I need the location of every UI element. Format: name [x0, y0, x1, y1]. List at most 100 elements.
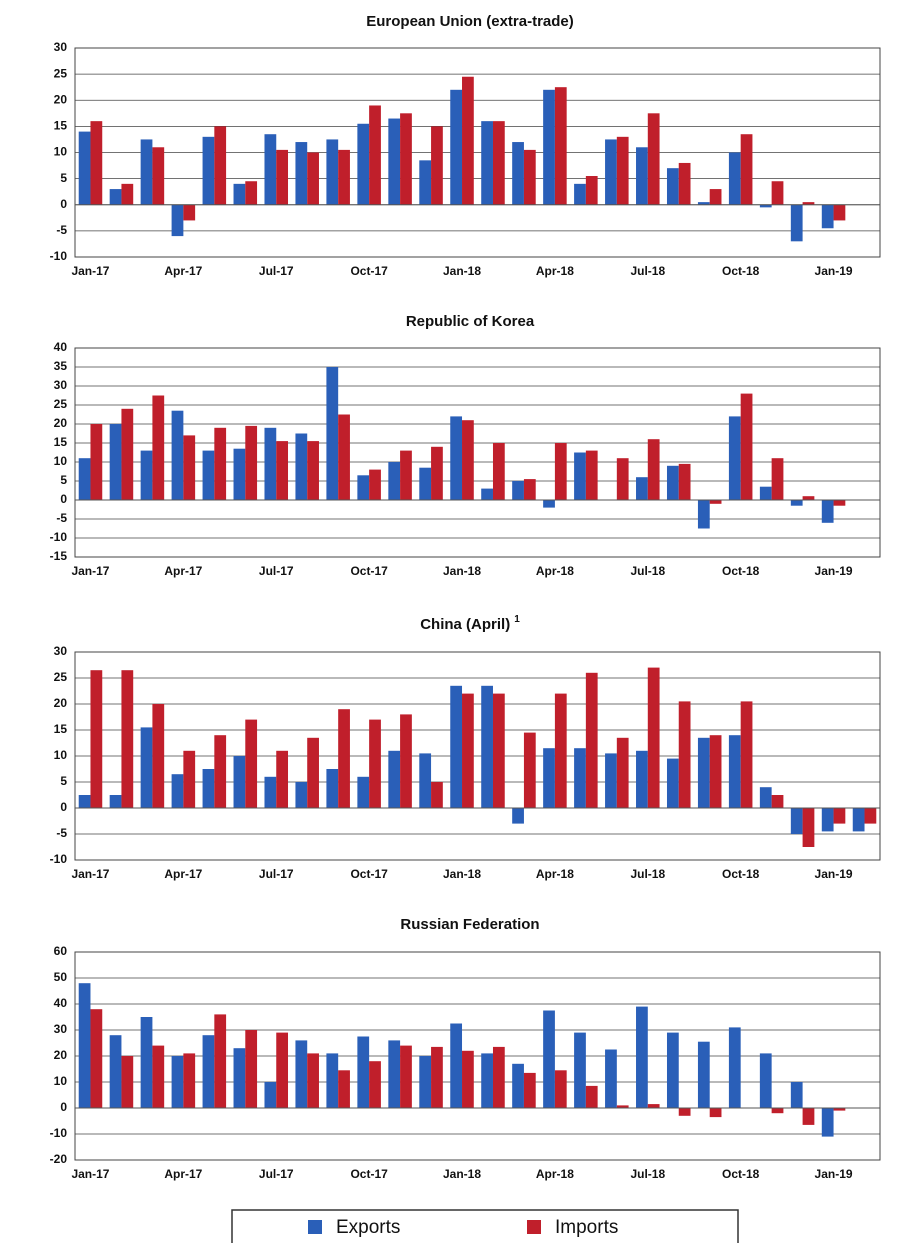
bar: [90, 670, 103, 808]
bar: [481, 121, 493, 205]
bar: [492, 1046, 505, 1108]
x-tick-label: Jan-18: [443, 564, 481, 578]
plot-area: [74, 347, 881, 558]
y-tick-label: 20: [54, 1048, 68, 1062]
bar: [697, 202, 710, 205]
bar: [616, 737, 629, 808]
x-tick-label: Jan-18: [443, 867, 481, 881]
bar: [307, 441, 319, 500]
bar: [233, 448, 246, 500]
bar: [78, 983, 91, 1108]
y-tick-label: 40: [54, 996, 68, 1010]
bar: [338, 709, 350, 808]
bar: [585, 176, 598, 205]
y-tick-label: 60: [54, 944, 68, 958]
bar: [462, 693, 474, 808]
bar: [821, 204, 834, 229]
bar: [864, 808, 877, 824]
bar: [276, 441, 289, 500]
bar: [264, 134, 277, 205]
bar: [771, 795, 784, 808]
bar: [78, 795, 91, 808]
bar: [295, 782, 308, 808]
bar: [821, 808, 834, 832]
bar: [109, 189, 122, 205]
bar: [419, 753, 432, 808]
bar: [554, 693, 567, 808]
bar: [109, 795, 122, 808]
bar: [574, 748, 586, 808]
bar: [740, 134, 753, 205]
bar: [740, 701, 753, 808]
bar: [585, 1085, 598, 1108]
y-tick-label: 25: [54, 66, 68, 80]
bar: [245, 181, 258, 205]
x-tick-label: Jan-19: [815, 867, 853, 881]
bar: [307, 1053, 319, 1108]
bar: [678, 1108, 691, 1116]
bar: [481, 685, 493, 808]
bar: [109, 424, 122, 500]
bar: [647, 113, 660, 205]
legend-label: Imports: [555, 1217, 618, 1238]
x-tick-label: Jul-18: [630, 867, 665, 881]
bar: [233, 1048, 246, 1108]
bar: [78, 458, 91, 500]
bar: [462, 420, 474, 500]
y-tick-label: 10: [54, 145, 68, 159]
x-tick-label: Jul-17: [259, 867, 294, 881]
bar: [233, 756, 246, 808]
bar: [833, 1108, 846, 1111]
bar: [616, 458, 629, 500]
bar: [605, 139, 617, 205]
x-tick-label: Jul-17: [259, 1167, 294, 1181]
bar: [462, 1050, 474, 1108]
bar: [585, 450, 598, 500]
x-tick-label: Apr-17: [164, 264, 202, 278]
bar: [574, 452, 586, 500]
x-tick-label: Oct-17: [350, 564, 388, 578]
bar: [554, 443, 567, 500]
y-tick-label: -15: [50, 549, 68, 563]
bar: [512, 808, 524, 824]
bar: [666, 465, 679, 500]
chart-title: Republic of Korea: [406, 313, 535, 330]
bar: [616, 136, 629, 205]
bar: [307, 737, 319, 808]
bar: [357, 475, 370, 500]
bar: [109, 1035, 122, 1108]
bar: [833, 500, 846, 506]
bar: [636, 147, 648, 205]
bar: [450, 416, 463, 500]
bar: [666, 758, 679, 808]
bar: [202, 450, 215, 500]
bar: [152, 704, 165, 808]
bar: [697, 1041, 710, 1108]
bar: [523, 1072, 536, 1108]
bar: [183, 204, 196, 221]
y-tick-label: 5: [60, 774, 67, 788]
bar: [802, 1108, 815, 1125]
bar: [554, 87, 567, 205]
bar: [728, 152, 741, 205]
bar: [400, 113, 412, 205]
x-tick-label: Jul-18: [630, 564, 665, 578]
bar: [678, 701, 691, 808]
x-tick-label: Jan-17: [71, 1167, 109, 1181]
bar: [152, 1045, 165, 1108]
bar: [90, 1009, 103, 1108]
bar: [171, 774, 184, 808]
y-tick-label: 0: [60, 197, 67, 211]
bar: [574, 1032, 586, 1108]
x-tick-label: Jul-18: [630, 264, 665, 278]
bar: [171, 204, 184, 237]
y-tick-label: 25: [54, 670, 68, 684]
bar: [357, 123, 370, 205]
y-tick-label: 30: [54, 1022, 68, 1036]
bar: [295, 433, 308, 500]
bar: [802, 808, 815, 847]
bar: [666, 1032, 679, 1108]
bar: [481, 1053, 493, 1108]
bar: [790, 204, 803, 242]
x-tick-label: Apr-17: [164, 564, 202, 578]
